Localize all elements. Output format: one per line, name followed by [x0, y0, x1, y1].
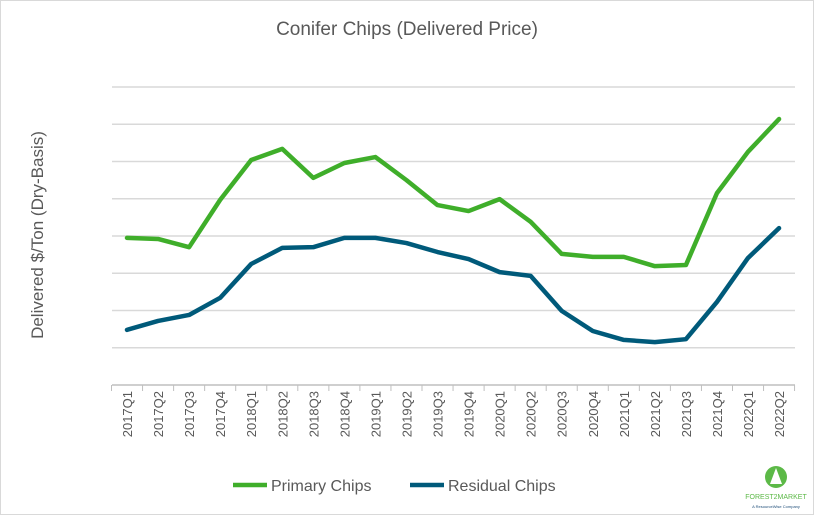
x-tick-label: 2018Q4 [337, 391, 352, 437]
x-tick-label: 2017Q1 [120, 391, 135, 437]
series-line-primary-chips [124, 116, 782, 269]
x-tick-label: 2017Q3 [182, 391, 197, 437]
x-tick-label: 2021Q1 [617, 391, 632, 437]
x-tick-label: 2020Q1 [493, 391, 508, 437]
x-tick-label: 2018Q2 [275, 391, 290, 437]
x-tick-label: 2020Q2 [524, 391, 539, 437]
x-tick-label: 2018Q1 [244, 391, 259, 437]
x-tick-label: 2017Q4 [213, 391, 228, 437]
x-tick-label: 2020Q4 [586, 391, 601, 437]
x-tick-label: 2018Q3 [306, 391, 321, 437]
x-tick-label: 2017Q2 [151, 391, 166, 437]
logo-text: FOREST2MARKET [745, 494, 807, 501]
x-tick-label: 2019Q3 [431, 391, 446, 437]
series-line-residual-chips [124, 225, 782, 345]
x-tick-label: 2019Q2 [399, 391, 414, 437]
chart-title: Conifer Chips (Delivered Price) [276, 19, 538, 40]
tree-icon [770, 468, 782, 484]
x-tick-label: 2021Q3 [679, 391, 694, 437]
x-tick-label: 2022Q1 [741, 391, 756, 437]
x-tick-label: 2021Q2 [648, 391, 663, 437]
x-tick-label: 2019Q4 [462, 391, 477, 437]
x-tick-label: 2019Q1 [368, 391, 383, 437]
x-tick-label: 2020Q3 [555, 391, 570, 437]
x-tick-label: 2022Q2 [772, 391, 787, 437]
x-tick-label: 2021Q4 [710, 391, 725, 437]
legend-label: Primary Chips [271, 478, 371, 495]
logo-subtext: A ResourceWise Company [752, 504, 800, 509]
legend-label: Residual Chips [448, 478, 556, 495]
